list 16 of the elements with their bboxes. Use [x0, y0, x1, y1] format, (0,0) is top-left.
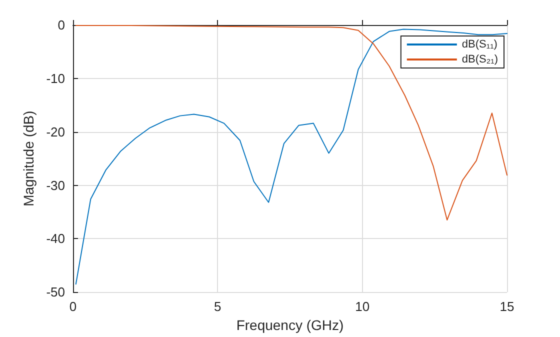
line-series — [75, 28, 508, 285]
y-tick-label: 0 — [58, 18, 65, 32]
x-tick-label: 5 — [214, 299, 222, 314]
y-tick-label: -30 — [46, 178, 65, 193]
y-tick-label: -50 — [46, 284, 65, 300]
y-tick-label: -10 — [46, 70, 65, 86]
x-axis-title: Frequency (GHz) — [236, 317, 344, 333]
y-tick-label: -40 — [46, 231, 65, 246]
legend-label: dB(S₂₁) — [462, 54, 498, 66]
line-series — [75, 25, 508, 220]
y-axis-title: Magnitude (dB) — [20, 110, 36, 206]
x-tick-label: 15 — [500, 299, 514, 314]
y-tick-label: -20 — [46, 124, 65, 140]
legend-label: dB(S₁₁) — [462, 38, 498, 50]
x-tick-label: 10 — [355, 299, 370, 314]
x-tick-label: 0 — [69, 299, 77, 314]
